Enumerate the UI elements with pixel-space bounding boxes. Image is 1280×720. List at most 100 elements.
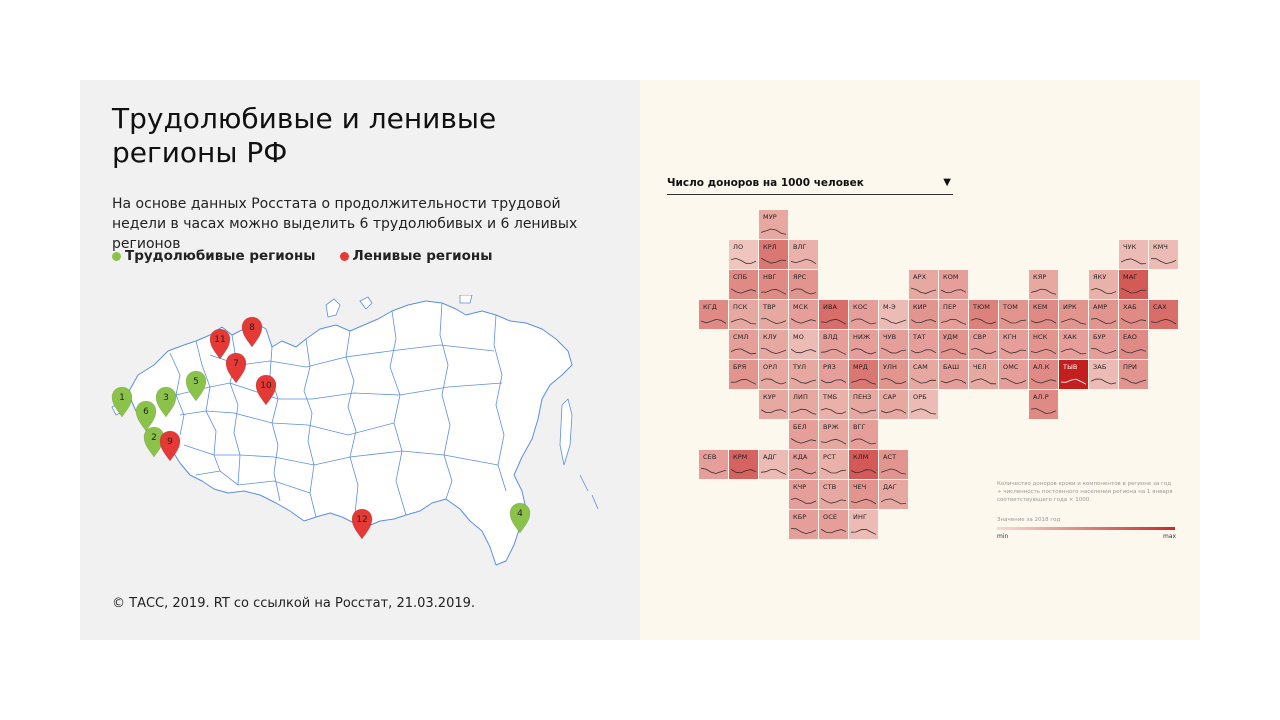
region-tile-ива[interactable]: ИВА	[819, 300, 848, 329]
region-tile-удм[interactable]: УДМ	[939, 330, 968, 359]
region-tile-тмб[interactable]: ТМБ	[819, 390, 848, 419]
region-tile-тюм[interactable]: ТЮМ	[969, 300, 998, 329]
region-tile-рст[interactable]: РСТ	[819, 450, 848, 479]
map-marker-3[interactable]: 3	[155, 386, 177, 418]
region-tile-ирк[interactable]: ИРК	[1059, 300, 1088, 329]
indicator-select[interactable]: Число доноров на 1000 человек ▼	[667, 177, 953, 195]
region-tile-врж[interactable]: ВРЖ	[819, 420, 848, 449]
region-tile-сар[interactable]: САР	[879, 390, 908, 419]
region-tile-пск[interactable]: ПСК	[729, 300, 758, 329]
region-tile-кос[interactable]: КОС	[849, 300, 878, 329]
region-tile-даг[interactable]: ДАГ	[879, 480, 908, 509]
region-tile-пенз[interactable]: ПЕНЗ	[849, 390, 878, 419]
region-tile-нск[interactable]: НСК	[1029, 330, 1058, 359]
region-tile-орл[interactable]: ОРЛ	[759, 360, 788, 389]
map-marker-4[interactable]: 4	[509, 502, 531, 534]
region-tile-чук[interactable]: ЧУК	[1119, 240, 1148, 269]
region-tile-кда[interactable]: КДА	[789, 450, 818, 479]
map-marker-5[interactable]: 5	[185, 370, 207, 402]
region-tile-кгд[interactable]: КГД	[699, 300, 728, 329]
region-tile-осе[interactable]: ОСЕ	[819, 510, 848, 539]
region-tile-кур[interactable]: КУР	[759, 390, 788, 419]
map-marker-1[interactable]: 1	[111, 386, 133, 418]
region-tile-тул[interactable]: ТУЛ	[789, 360, 818, 389]
region-code: КГД	[703, 303, 717, 311]
region-tile-маг[interactable]: МАГ	[1119, 270, 1148, 299]
region-tile-ал.р[interactable]: АЛ.Р	[1029, 390, 1058, 419]
region-tile-крм[interactable]: КРМ	[729, 450, 758, 479]
region-tile-кчр[interactable]: КЧР	[789, 480, 818, 509]
region-tile-ком[interactable]: КОМ	[939, 270, 968, 299]
region-tile-мск[interactable]: МСК	[789, 300, 818, 329]
region-tile-чел[interactable]: ЧЕЛ	[969, 360, 998, 389]
region-tile-кбр[interactable]: КБР	[789, 510, 818, 539]
region-tile-влг[interactable]: ВЛГ	[789, 240, 818, 269]
region-tile-свр[interactable]: СВР	[969, 330, 998, 359]
region-tile-клм[interactable]: КЛМ	[849, 450, 878, 479]
region-tile-пер[interactable]: ПЕР	[939, 300, 968, 329]
sparkline-icon	[731, 469, 756, 474]
region-tile-тыв[interactable]: ТЫВ	[1059, 360, 1088, 389]
region-tile-кгн[interactable]: КГН	[999, 330, 1028, 359]
region-tile-ярс[interactable]: ЯРС	[789, 270, 818, 299]
region-tile-том[interactable]: ТОМ	[999, 300, 1028, 329]
region-tile-тат[interactable]: ТАТ	[909, 330, 938, 359]
region-tile-амр[interactable]: АМР	[1089, 300, 1118, 329]
region-tile-еао[interactable]: ЕАО	[1119, 330, 1148, 359]
region-tile-яку[interactable]: ЯКУ	[1089, 270, 1118, 299]
region-tile-хаб[interactable]: ХАБ	[1119, 300, 1148, 329]
region-tile-смл[interactable]: СМЛ	[729, 330, 758, 359]
map-marker-6[interactable]: 6	[135, 400, 157, 432]
region-tile-кем[interactable]: КЕМ	[1029, 300, 1058, 329]
map-marker-11[interactable]: 11	[209, 328, 231, 360]
region-tile-мо[interactable]: МО	[789, 330, 818, 359]
region-code: МО	[793, 333, 804, 341]
region-tile-чув[interactable]: ЧУВ	[879, 330, 908, 359]
region-tile-влд[interactable]: ВЛД	[819, 330, 848, 359]
chevron-down-icon[interactable]: ▼	[943, 177, 951, 188]
region-tile-лип[interactable]: ЛИП	[789, 390, 818, 419]
region-tile-кир[interactable]: КИР	[909, 300, 938, 329]
region-tile-сам[interactable]: САМ	[909, 360, 938, 389]
region-tile-при[interactable]: ПРИ	[1119, 360, 1148, 389]
region-tile-ло[interactable]: ЛО	[729, 240, 758, 269]
region-tile-кяр[interactable]: КЯР	[1029, 270, 1058, 299]
region-tile-сев[interactable]: СЕВ	[699, 450, 728, 479]
region-tile-чеч[interactable]: ЧЕЧ	[849, 480, 878, 509]
map-marker-7[interactable]: 7	[225, 352, 247, 384]
map-marker-10[interactable]: 10	[255, 374, 277, 406]
region-tile-омс[interactable]: ОМС	[999, 360, 1028, 389]
region-tile-м-э[interactable]: М-Э	[879, 300, 908, 329]
region-tile-аст[interactable]: АСТ	[879, 450, 908, 479]
map-marker-12[interactable]: 12	[351, 508, 373, 540]
map-marker-8[interactable]: 8	[241, 316, 263, 348]
region-tile-кмч[interactable]: КМЧ	[1149, 240, 1178, 269]
region-tile-крл[interactable]: КРЛ	[759, 240, 788, 269]
region-tile-орб[interactable]: ОРБ	[909, 390, 938, 419]
region-tile-мур[interactable]: МУР	[759, 210, 788, 239]
region-tile-твр[interactable]: ТВР	[759, 300, 788, 329]
region-tile-ряз[interactable]: РЯЗ	[819, 360, 848, 389]
region-tile-улн[interactable]: УЛН	[879, 360, 908, 389]
map-marker-9[interactable]: 9	[159, 430, 181, 462]
region-tile-адг[interactable]: АДГ	[759, 450, 788, 479]
region-tile-баш[interactable]: БАШ	[939, 360, 968, 389]
region-tile-сах[interactable]: САХ	[1149, 300, 1178, 329]
region-tile-ал.к[interactable]: АЛ.К	[1029, 360, 1058, 389]
region-tile-бря[interactable]: БРЯ	[729, 360, 758, 389]
region-tile-спб[interactable]: СПБ	[729, 270, 758, 299]
region-code: ЗАБ	[1093, 363, 1107, 371]
region-tile-бел[interactable]: БЕЛ	[789, 420, 818, 449]
region-tile-вгг[interactable]: ВГГ	[849, 420, 878, 449]
region-tile-заб[interactable]: ЗАБ	[1089, 360, 1118, 389]
region-tile-ств[interactable]: СТВ	[819, 480, 848, 509]
region-tile-инг[interactable]: ИНГ	[849, 510, 878, 539]
region-tile-арх[interactable]: АРХ	[909, 270, 938, 299]
region-tile-бур[interactable]: БУР	[1089, 330, 1118, 359]
region-tile-мрд[interactable]: МРД	[849, 360, 878, 389]
region-tile-ниж[interactable]: НИЖ	[849, 330, 878, 359]
map-pin-icon	[241, 316, 263, 348]
region-tile-хак[interactable]: ХАК	[1059, 330, 1088, 359]
region-tile-нвг[interactable]: НВГ	[759, 270, 788, 299]
region-tile-клу[interactable]: КЛУ	[759, 330, 788, 359]
